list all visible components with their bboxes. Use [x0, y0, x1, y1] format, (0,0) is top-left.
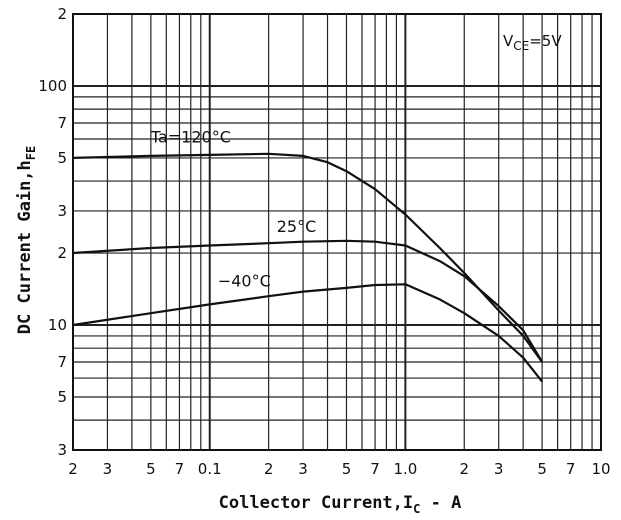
x-tick-label: 0.1 [198, 460, 222, 478]
y-tick-label: 3 [57, 202, 67, 220]
series-label-0: Ta=120°C [150, 128, 231, 147]
x-tick-label: 3 [494, 460, 504, 478]
series-line-0 [72, 152, 543, 363]
y-axis-title: DC Current Gain,hFE [15, 146, 38, 334]
series-label-2: −40°C [218, 271, 271, 290]
x-tick-label: 2 [68, 460, 78, 478]
y-tick-label: 5 [57, 149, 67, 167]
y-tick-label: 5 [57, 388, 67, 406]
series-group [72, 152, 544, 383]
x-tick-label: 5 [146, 460, 156, 478]
x-tick-label: 10 [591, 460, 610, 478]
x-tick-label: 1.0 [393, 460, 417, 478]
series-line-2 [72, 283, 543, 383]
y-tick-label: 3 [57, 441, 67, 459]
x-tick-label: 7 [175, 460, 185, 478]
x-tick-label: 3 [103, 460, 113, 478]
x-axis-title: Collector Current,IC - A [219, 493, 462, 516]
y-tick-label: 7 [57, 353, 67, 371]
y-tick-label: 2 [57, 5, 67, 23]
x-tick-label: 2 [459, 460, 469, 478]
y-tick-label: 7 [57, 114, 67, 132]
grid [72, 13, 601, 451]
x-tick-label: 2 [264, 460, 274, 478]
y-tick-labels: 3 5 7 10 2 3 5 7 100 2 [38, 5, 67, 459]
x-tick-label: 7 [566, 460, 576, 478]
x-tick-label: 5 [342, 460, 352, 478]
x-tick-labels: 2 3 5 7 0.1 2 3 5 7 1.0 2 3 5 7 10 [68, 460, 610, 478]
y-tick-label: 2 [57, 244, 67, 262]
x-tick-label: 5 [537, 460, 547, 478]
x-tick-label: 7 [370, 460, 380, 478]
x-tick-label: 3 [298, 460, 308, 478]
plot-frame [72, 13, 602, 451]
condition-label: VCE=5V [503, 32, 562, 53]
y-tick-label: 10 [48, 316, 67, 334]
series-label-1: 25°C [277, 217, 317, 236]
series-line-1 [72, 239, 544, 363]
y-tick-label: 100 [38, 77, 67, 95]
series-labels: Ta=120°C 25°C −40°C [150, 128, 316, 291]
